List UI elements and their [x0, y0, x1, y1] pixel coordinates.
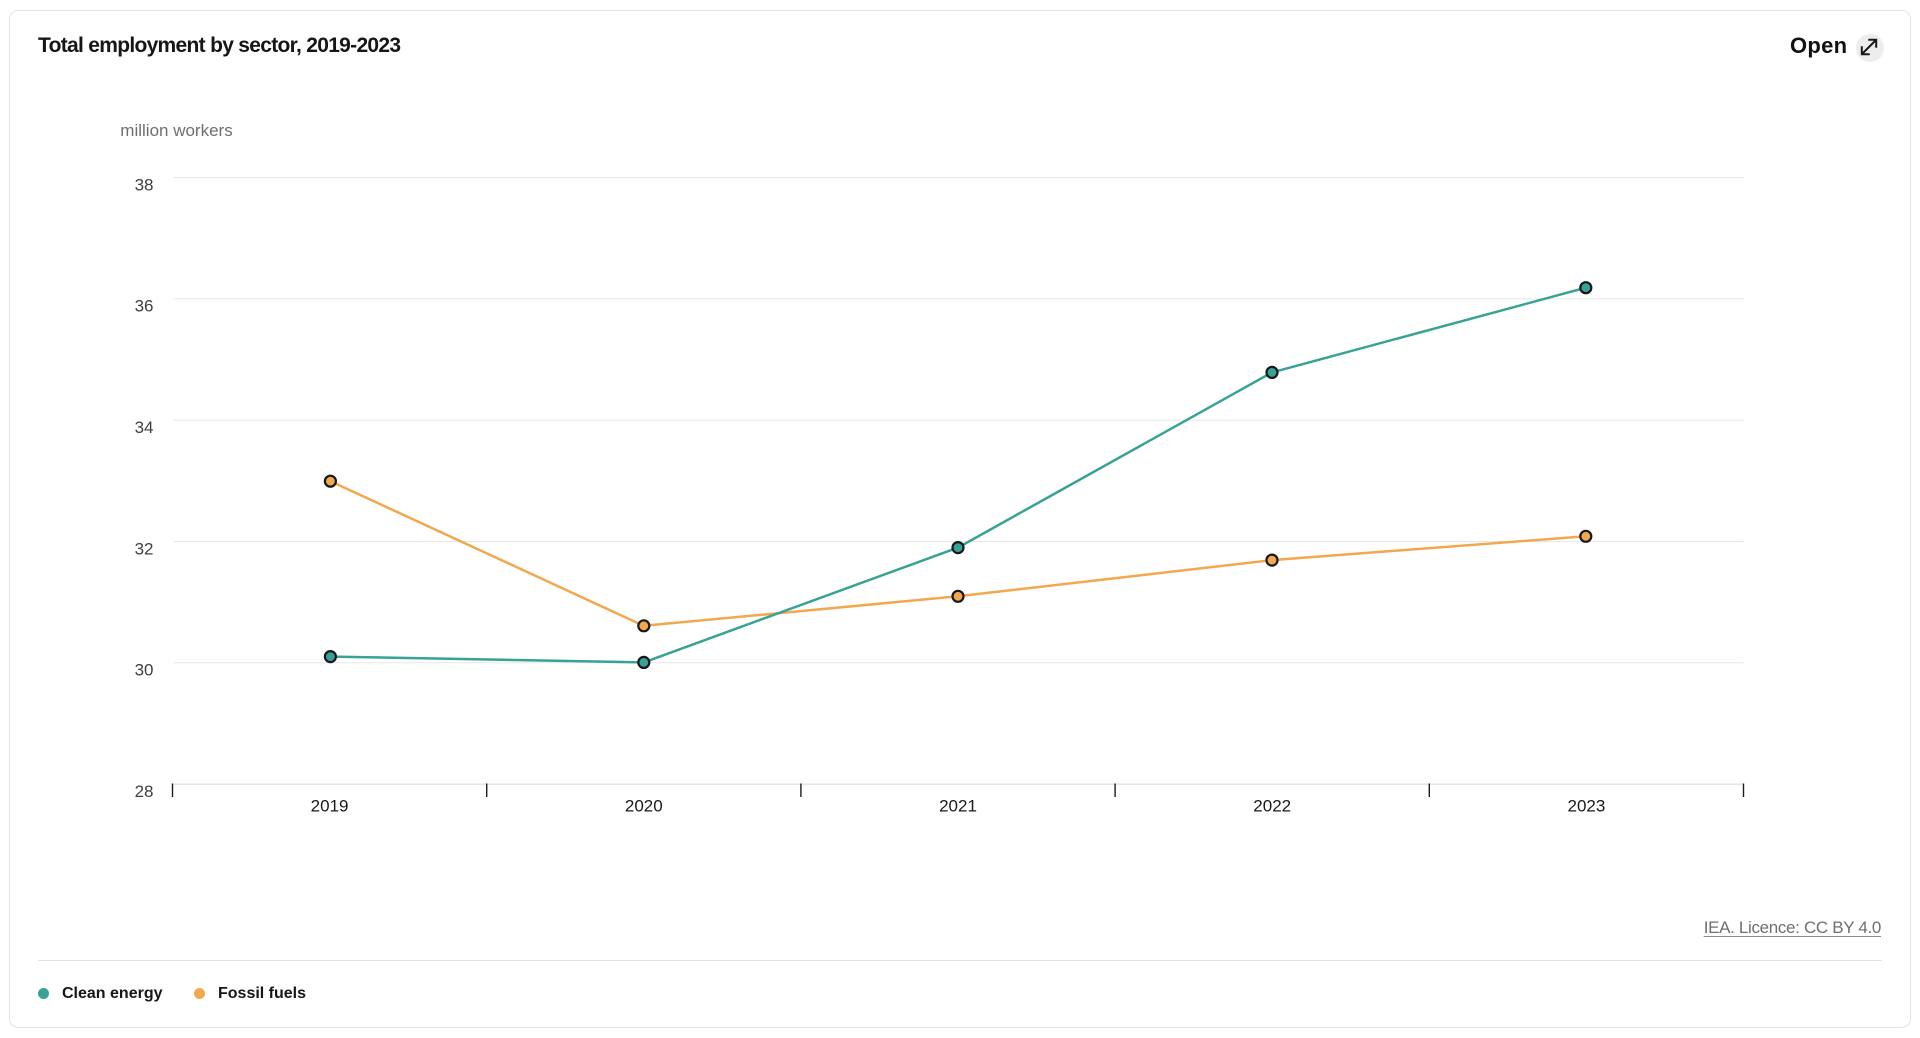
svg-text:2021: 2021	[939, 797, 977, 816]
svg-text:38: 38	[135, 175, 154, 194]
svg-text:2019: 2019	[311, 797, 349, 816]
svg-text:2022: 2022	[1253, 797, 1291, 816]
svg-text:32: 32	[135, 539, 154, 558]
svg-text:28: 28	[135, 782, 154, 801]
svg-text:30: 30	[135, 661, 154, 680]
svg-text:34: 34	[135, 418, 154, 437]
svg-text:2020: 2020	[625, 797, 663, 816]
svg-text:36: 36	[135, 297, 154, 316]
svg-text:2023: 2023	[1567, 797, 1605, 816]
